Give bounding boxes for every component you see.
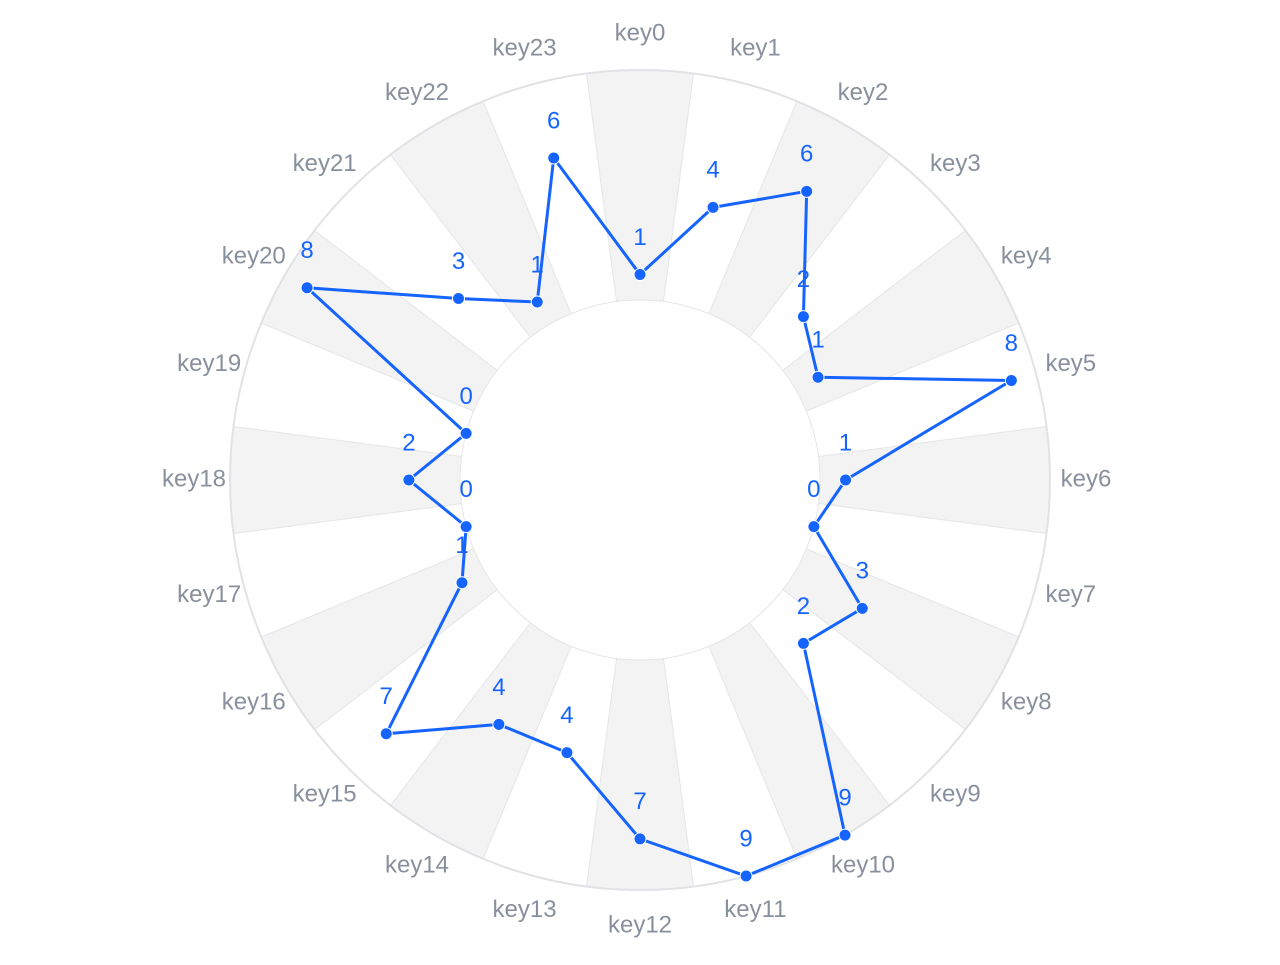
data-point — [811, 370, 825, 384]
value-label: 1 — [839, 429, 852, 456]
value-label: 9 — [838, 784, 851, 811]
category-label: key17 — [177, 581, 241, 608]
data-point — [839, 473, 853, 487]
value-label: 8 — [1005, 330, 1018, 357]
data-point — [459, 426, 473, 440]
data-point — [547, 151, 561, 165]
value-label: 7 — [633, 788, 646, 815]
data-point — [807, 520, 821, 534]
data-point — [560, 746, 574, 760]
data-point — [300, 281, 314, 295]
data-point — [379, 727, 393, 741]
category-label: key1 — [730, 35, 781, 62]
value-label: 1 — [811, 327, 824, 354]
category-label: key16 — [222, 688, 286, 715]
value-label: 0 — [459, 383, 472, 410]
data-point — [796, 636, 810, 650]
data-point — [706, 200, 720, 214]
value-label: 9 — [739, 825, 752, 852]
value-label: 4 — [706, 157, 719, 184]
data-point — [492, 717, 506, 731]
value-label: 2 — [797, 266, 810, 293]
category-label: key19 — [177, 350, 241, 377]
data-point — [402, 473, 416, 487]
data-point — [633, 832, 647, 846]
value-label: 3 — [452, 248, 465, 275]
data-point — [459, 520, 473, 534]
value-label: 1 — [633, 224, 646, 251]
category-label: key9 — [930, 781, 981, 808]
data-point — [452, 292, 466, 306]
category-label: key22 — [385, 79, 449, 106]
value-label: 1 — [455, 532, 468, 559]
data-point — [1004, 373, 1018, 387]
outer-ring — [229, 69, 1051, 891]
category-label: key15 — [293, 781, 357, 808]
category-label: key5 — [1045, 350, 1096, 377]
data-point — [838, 828, 852, 842]
value-label: 6 — [800, 141, 813, 168]
value-label: 4 — [560, 702, 573, 729]
data-point — [796, 310, 810, 324]
category-label: key6 — [1061, 465, 1112, 492]
category-label: key11 — [724, 896, 786, 923]
value-label: 0 — [807, 476, 820, 503]
category-label: key20 — [222, 242, 286, 269]
category-label: key14 — [385, 852, 449, 879]
value-label: 1 — [531, 251, 544, 278]
category-label: key2 — [838, 79, 889, 106]
data-point — [800, 184, 814, 198]
value-label: 2 — [402, 429, 415, 456]
data-point — [855, 601, 869, 615]
value-label: 0 — [459, 476, 472, 503]
data-point — [739, 869, 753, 883]
category-label: key13 — [493, 896, 557, 923]
category-label: key12 — [608, 911, 672, 938]
category-label: key0 — [615, 19, 666, 46]
category-label: key10 — [831, 852, 895, 879]
value-label: 3 — [856, 558, 869, 585]
value-label: 4 — [492, 674, 505, 701]
category-label: key18 — [162, 465, 226, 492]
category-label: key8 — [1001, 688, 1052, 715]
category-label: key4 — [1001, 242, 1052, 269]
category-label: key23 — [493, 35, 557, 62]
value-label: 6 — [547, 107, 560, 134]
data-point — [530, 295, 544, 309]
inner-ring — [459, 299, 821, 661]
category-label: key7 — [1045, 581, 1096, 608]
data-point — [455, 576, 469, 590]
value-label: 7 — [380, 683, 393, 710]
category-label: key21 — [293, 150, 357, 177]
data-point — [633, 267, 647, 281]
category-label: key3 — [930, 150, 981, 177]
value-label: 8 — [300, 237, 313, 264]
value-label: 2 — [797, 593, 810, 620]
